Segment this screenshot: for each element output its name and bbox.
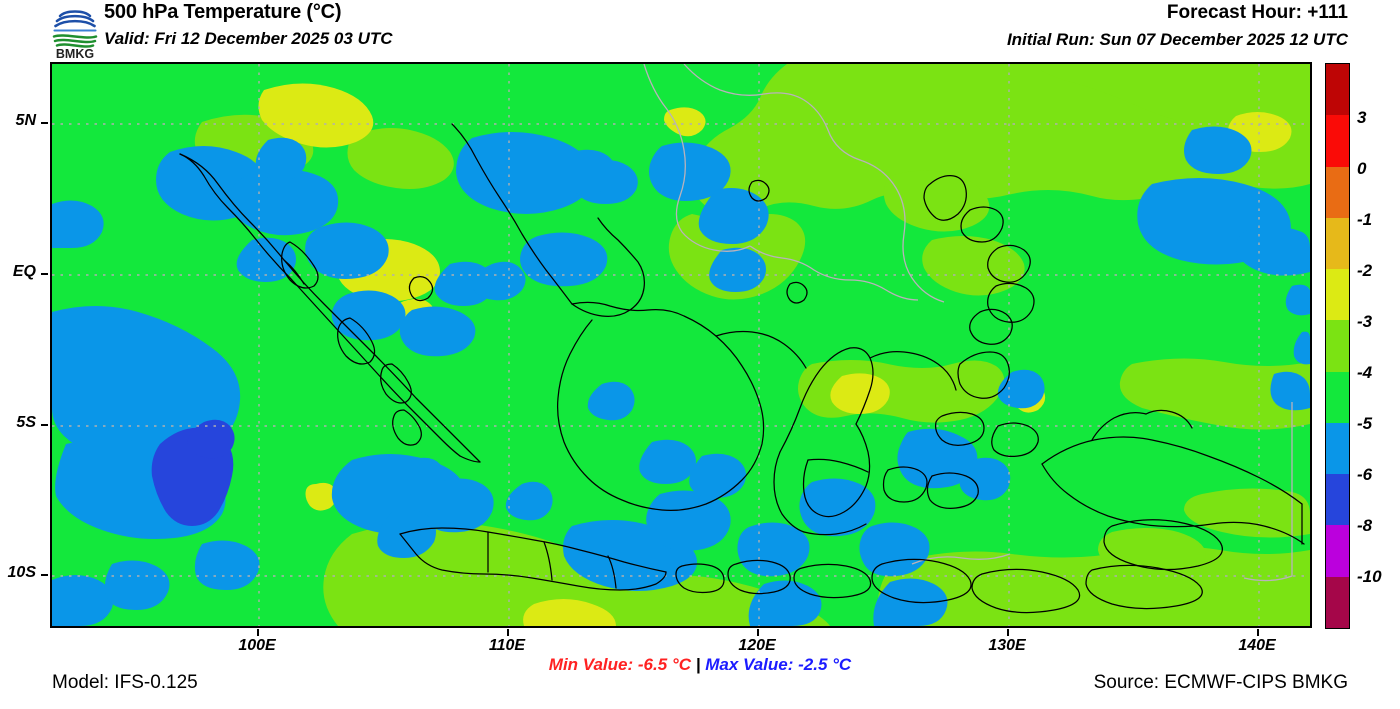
x-axis-label-100e: 100E	[238, 637, 276, 654]
colorbar-band-7	[1326, 422, 1349, 475]
max-value-label: Max Value: -2.5 °C	[705, 655, 852, 674]
x-tick-120e	[757, 629, 759, 636]
y-tick-10s	[41, 574, 48, 576]
min-value-label: Min Value: -6.5 °C	[548, 655, 691, 674]
colorbar-tick-minus4: -4	[1357, 363, 1373, 382]
x-axis-label-140e: 140E	[1238, 637, 1276, 654]
colorbar-band-8	[1326, 474, 1349, 526]
colorbar-tick-minus8: -8	[1357, 516, 1373, 535]
temperature-map[interactable]: Copyright Sub Bidang Prediksi Cuaca BMKG…	[50, 62, 1312, 628]
y-axis-label-10s: 10S	[7, 564, 36, 581]
colorbar-band-4	[1326, 269, 1349, 321]
x-axis-label-120e: 120E	[738, 637, 776, 654]
x-tick-100e	[257, 629, 259, 636]
minmax-separator: |	[695, 655, 701, 674]
colorbar-tick-minus2: -2	[1357, 261, 1373, 280]
y-tick-eq	[41, 273, 48, 275]
x-axis-label-130e: 130E	[988, 637, 1026, 654]
colorbar-band-9	[1326, 525, 1349, 577]
x-tick-140e	[1257, 629, 1259, 636]
map-canvas	[52, 64, 1310, 626]
x-axis-label-110e: 110E	[488, 637, 526, 654]
y-tick-5s	[41, 424, 48, 426]
y-axis-label-eq: EQ	[12, 263, 36, 280]
colorbar[interactable]	[1325, 63, 1350, 629]
svg-text:BMKG: BMKG	[56, 47, 94, 60]
y-axis-label-5s: 5S	[16, 414, 36, 431]
country-borders	[643, 64, 1293, 582]
x-tick-110e	[507, 629, 509, 636]
colorbar-tick-minus3: -3	[1357, 312, 1373, 331]
colorbar-tick-minus5: -5	[1357, 414, 1373, 433]
colorbar-band-10	[1326, 576, 1349, 628]
y-axis-label-5n: 5N	[15, 112, 36, 129]
bmkg-logo: BMKG	[52, 10, 98, 60]
colorbar-band-2	[1326, 166, 1349, 218]
x-tick-130e	[1007, 629, 1009, 636]
colorbar-band-1	[1326, 115, 1349, 167]
source-label: Source: ECMWF-CIPS BMKG	[1093, 672, 1348, 693]
colorbar-tick-3: 3	[1357, 108, 1367, 127]
colorbar-band-6	[1326, 371, 1349, 423]
colorbar-tick-minus10: -10	[1357, 567, 1382, 586]
initial-run-label: Initial Run: Sun 07 December 2025 12 UTC	[1006, 30, 1348, 49]
valid-time-label: Valid: Fri 12 December 2025 03 UTC	[104, 29, 393, 48]
colorbar-tick-minus1: -1	[1357, 210, 1373, 229]
band-minus6-minus5	[52, 126, 1310, 626]
minmax-values: Min Value: -6.5 °C | Max Value: -2.5 °C	[0, 655, 1400, 675]
colorbar-band-0	[1326, 64, 1349, 116]
page-title: 500 hPa Temperature (°C)	[104, 1, 342, 23]
grid-lines	[52, 64, 1310, 626]
colorbar-tick-minus6: -6	[1357, 465, 1373, 484]
colorbar-band-5	[1326, 320, 1349, 372]
colorbar-tick-0: 0	[1357, 159, 1367, 178]
forecast-hour-label: Forecast Hour: +111	[1166, 2, 1348, 23]
header: BMKG 500 hPa Temperature (°C) Valid: Fri…	[0, 0, 1400, 62]
colorbar-band-3	[1326, 217, 1349, 270]
coastlines	[179, 123, 1305, 614]
band-minus8-minus6	[151, 419, 235, 526]
y-tick-5n	[41, 122, 48, 124]
model-label: Model: IFS-0.125	[52, 672, 198, 693]
